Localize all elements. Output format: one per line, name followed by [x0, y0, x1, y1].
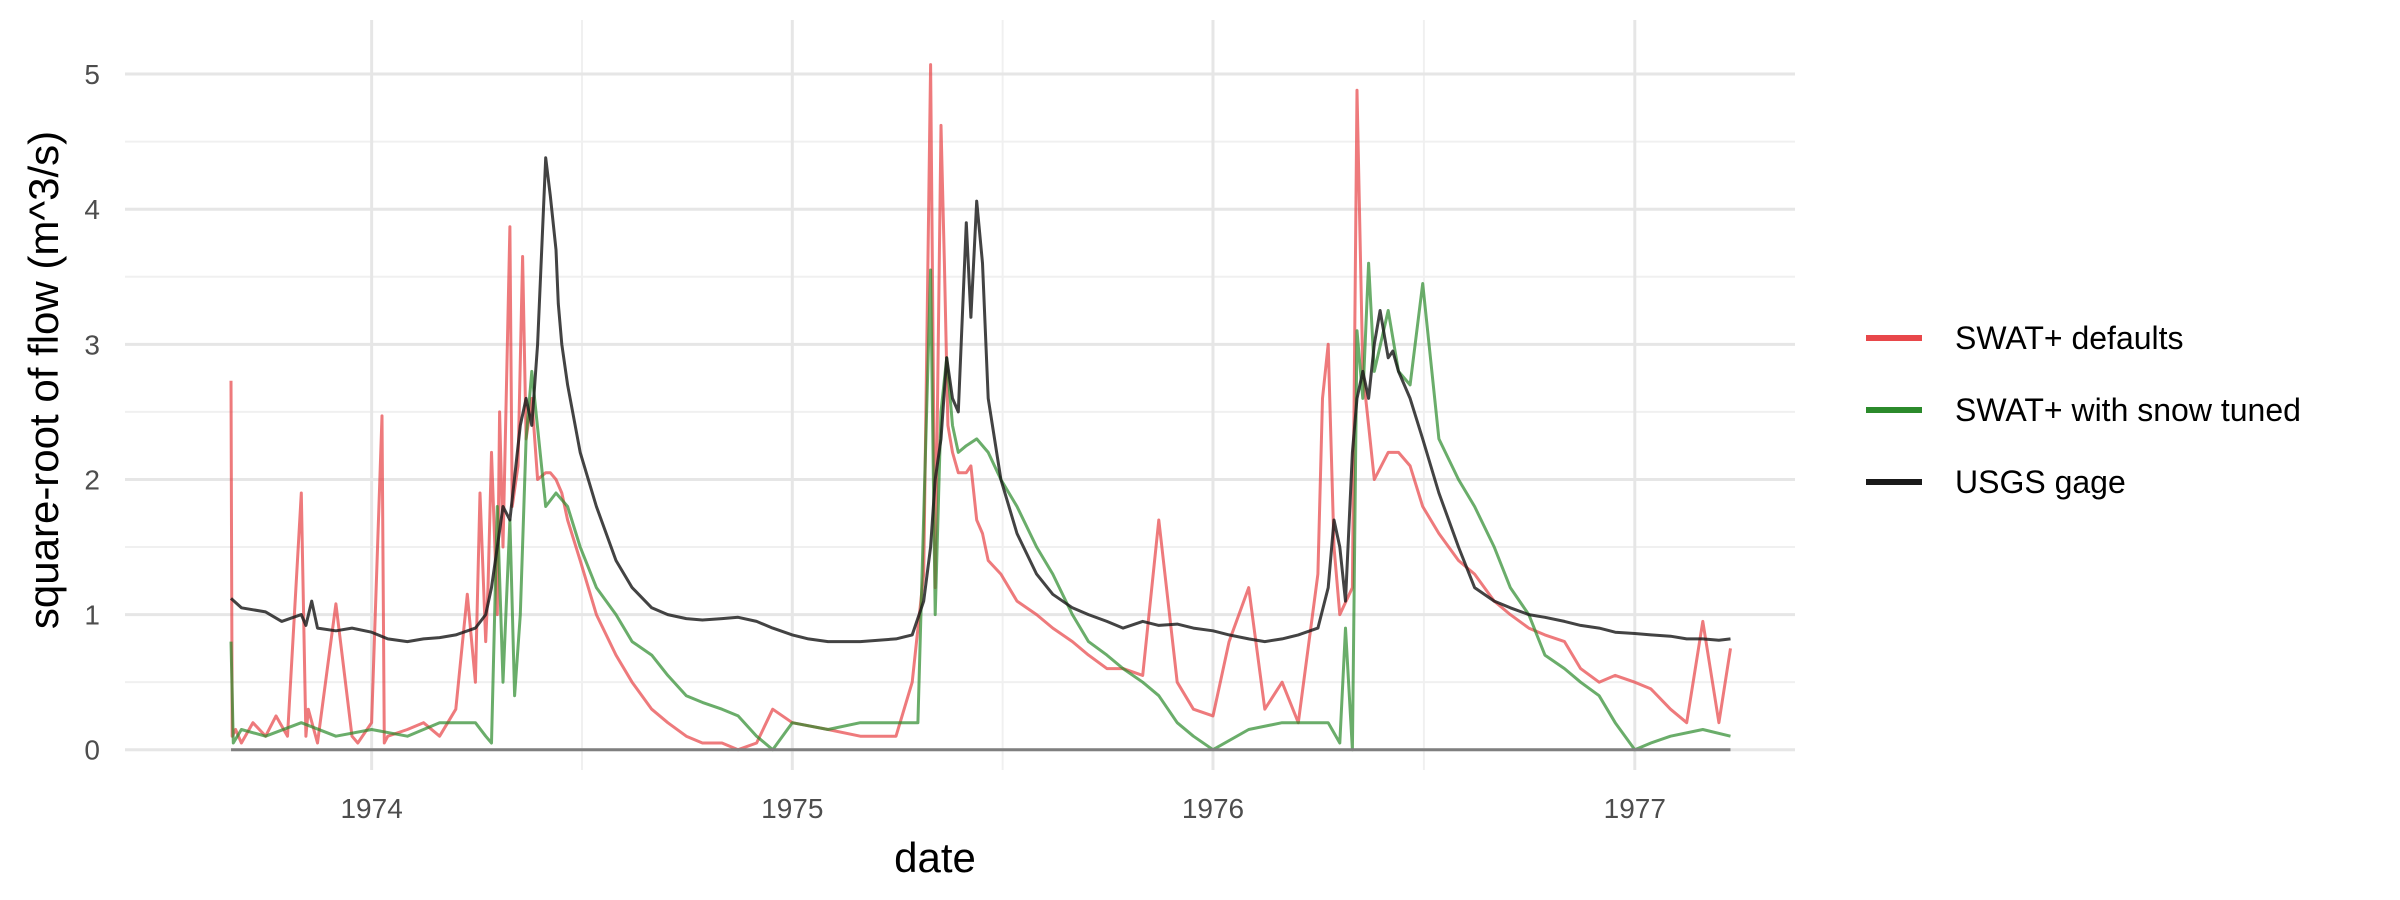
grid-layer — [125, 20, 1795, 770]
x-tick-label: 1977 — [1604, 793, 1666, 824]
series-layer — [229, 63, 1732, 752]
y-tick-label: 0 — [84, 735, 100, 766]
series-line-swat-defaults — [229, 63, 1732, 752]
y-axis-title: square-root of flow (m^3/s) — [20, 131, 67, 629]
legend: SWAT+ defaults SWAT+ with snow tuned USGS … — [1866, 320, 2301, 500]
legend-label: USGS gage — [1955, 464, 2126, 500]
series-line-usgs-gage — [229, 156, 1731, 644]
y-axis-ticks: 0 1 2 3 4 5 — [84, 59, 100, 766]
x-axis-title: date — [894, 834, 976, 881]
legend-label: SWAT+ with snow tuned — [1955, 392, 2301, 428]
x-tick-label: 1974 — [340, 793, 402, 824]
y-tick-label: 1 — [84, 600, 100, 631]
x-axis-ticks: 1974 1975 1976 1977 — [340, 793, 1665, 824]
x-tick-label: 1976 — [1182, 793, 1244, 824]
y-tick-label: 2 — [84, 464, 100, 495]
y-tick-label: 3 — [84, 329, 100, 360]
legend-label: SWAT+ defaults — [1955, 320, 2184, 356]
series-line-swat-with-snow-tuned — [229, 261, 1731, 752]
y-tick-label: 4 — [84, 194, 100, 225]
y-tick-label: 5 — [84, 59, 100, 90]
x-tick-label: 1975 — [761, 793, 823, 824]
